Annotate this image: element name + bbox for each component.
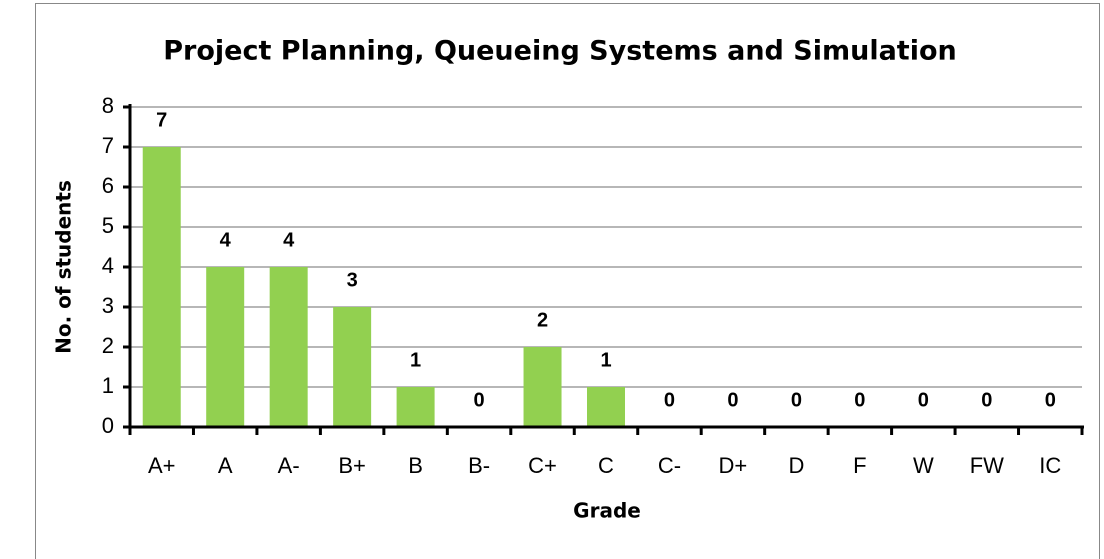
- y-tick-label: 1: [102, 373, 114, 398]
- bar: [333, 307, 372, 427]
- bar: [396, 387, 435, 427]
- data-label: 3: [347, 269, 358, 291]
- x-tick-label: F: [853, 453, 866, 478]
- x-tick-label: A+: [148, 453, 176, 478]
- y-tick-label: 2: [102, 333, 114, 358]
- data-label: 0: [981, 389, 992, 411]
- x-tick-label: D+: [719, 453, 748, 478]
- y-tick-label: 5: [102, 213, 114, 238]
- x-tick-label: C+: [528, 453, 557, 478]
- data-label: 1: [600, 349, 611, 371]
- x-tick-label: IC: [1039, 453, 1061, 478]
- y-tick-label: 7: [102, 133, 114, 158]
- data-label: 4: [283, 229, 295, 251]
- data-label: 1: [410, 349, 421, 371]
- data-label: 0: [918, 389, 929, 411]
- data-label: 2: [537, 309, 548, 331]
- x-axis-label: Grade: [573, 499, 641, 523]
- x-tick-label: A-: [278, 453, 300, 478]
- chart-border: [35, 3, 1100, 559]
- data-label: 0: [664, 389, 675, 411]
- y-tick-label: 3: [102, 293, 114, 318]
- data-label: 7: [156, 109, 167, 131]
- bar: [587, 387, 625, 427]
- y-tick-label: 4: [102, 253, 114, 278]
- bar: [206, 267, 245, 427]
- y-tick-label: 6: [102, 173, 114, 198]
- bar: [523, 347, 562, 427]
- data-label: 0: [1045, 389, 1056, 411]
- data-label: 0: [791, 389, 802, 411]
- y-tick-label: 0: [102, 413, 114, 438]
- y-axis-label: No. of students: [52, 180, 76, 354]
- bar: [142, 147, 181, 427]
- x-tick-label: W: [913, 453, 934, 478]
- chart-title: Project Planning, Queueing Systems and S…: [163, 36, 957, 67]
- x-tick-label: C-: [658, 453, 681, 478]
- x-tick-label: D: [788, 453, 804, 478]
- x-tick-label: A: [218, 453, 233, 478]
- data-label: 0: [727, 389, 738, 411]
- x-tick-label: FW: [970, 453, 1004, 478]
- x-tick-label: B-: [468, 453, 490, 478]
- x-tick-label: C: [598, 453, 614, 478]
- y-tick-label: 8: [102, 93, 114, 118]
- data-label: 4: [220, 229, 232, 251]
- x-tick-label: B+: [338, 453, 366, 478]
- data-label: 0: [854, 389, 865, 411]
- bar: [269, 267, 308, 427]
- data-label: 0: [474, 389, 485, 411]
- x-tick-label: B: [408, 453, 423, 478]
